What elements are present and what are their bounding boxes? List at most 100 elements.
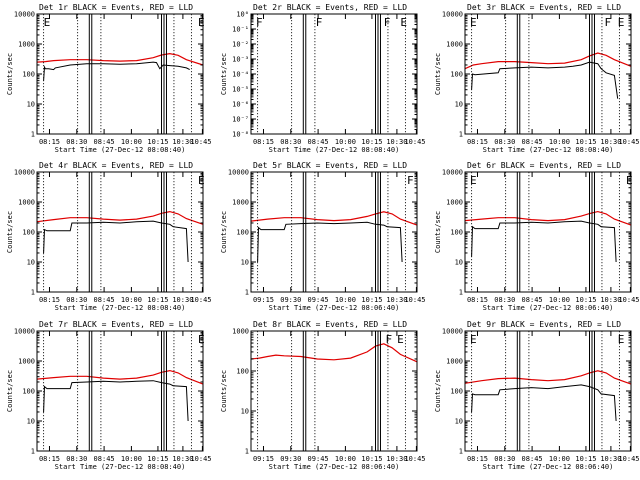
x-tick-label: 10:00 <box>335 138 356 146</box>
series-lld-line <box>464 52 632 70</box>
x-tick-label: 10:30 <box>386 138 407 146</box>
x-tick-label: 10:00 <box>335 296 356 304</box>
y-tick-label: 10⁻⁴ <box>232 71 249 79</box>
flag-label: E <box>470 16 477 29</box>
x-tick-label: 10:45 <box>618 455 639 463</box>
y-tick-label: 100 <box>450 71 463 79</box>
flag-label: E <box>470 333 477 346</box>
y-tick-label: 1 <box>245 448 249 456</box>
x-tick-label: 08:15 <box>39 138 60 146</box>
panel-title: Det 4r BLACK = Events, RED = LLD <box>39 161 193 170</box>
x-tick-label: 10:15 <box>575 455 596 463</box>
panel-7: Det 7r BLACK = Events, RED = LLD E 1 10 100 1… <box>6 320 212 471</box>
x-tick-label: 08:15 <box>39 455 60 463</box>
panel-title: Det 5r BLACK = Events, RED = LLD <box>253 161 407 170</box>
x-tick-label: 08:15 <box>39 296 60 304</box>
flag-label: F <box>316 16 323 29</box>
y-tick-label: 100 <box>236 368 249 376</box>
y-axis-label: Counts/sec <box>220 211 228 253</box>
x-tick-label: 08:30 <box>66 138 87 146</box>
x-tick-label: 08:30 <box>66 455 87 463</box>
x-axis-label: Start Time (27-Dec-12 08:06:40) <box>269 463 400 471</box>
series-events-line <box>43 380 189 422</box>
flag-label: E <box>470 174 477 187</box>
x-tick-label: 08:45 <box>522 138 543 146</box>
panel-1: Det 1r BLACK = Events, RED = LLD E E 1 10 100… <box>6 3 212 154</box>
y-tick-label: 10000 <box>14 328 35 336</box>
x-tick-label: 08:30 <box>494 296 515 304</box>
y-tick-label: 10⁻¹ <box>232 26 249 34</box>
y-tick-label: 100 <box>22 229 35 237</box>
flag-label: E <box>198 333 205 346</box>
y-tick-label: 10 <box>27 259 35 267</box>
x-axis-label: Start Time (27-Dec-12 08:06:40) <box>269 304 400 312</box>
x-axis-label: Start Time (27-Dec-12 08:08:40) <box>269 146 400 154</box>
y-tick-label: 100 <box>450 388 463 396</box>
x-tick-label: 08:45 <box>522 455 543 463</box>
plot-frame <box>464 171 632 293</box>
y-tick-label: 10000 <box>14 11 35 19</box>
x-tick-label: 10:45 <box>190 138 211 146</box>
y-tick-label: 10000 <box>442 11 463 19</box>
y-tick-label: 1 <box>245 289 249 297</box>
panel-title: Det 3r BLACK = Events, RED = LLD <box>467 3 621 12</box>
panel-title: Det 1r BLACK = Events, RED = LLD <box>39 3 193 12</box>
y-axis-label: Counts/sec <box>434 53 442 95</box>
x-axis-label: Start Time (27-Dec-12 08:06:40) <box>483 463 614 471</box>
plot-frame <box>250 13 418 135</box>
x-tick-label: 09:30 <box>280 296 301 304</box>
panel-4: Det 4r BLACK = Events, RED = LLD E 1 10 100 1… <box>6 161 212 312</box>
y-tick-label: 1000 <box>446 199 463 207</box>
x-tick-label: 08:15 <box>467 138 488 146</box>
y-tick-label: 1 <box>459 289 463 297</box>
y-axis-label: Counts/sec <box>434 370 442 412</box>
x-axis-label: Start Time (27-Dec-12 08:06:40) <box>483 304 614 312</box>
x-tick-label: 10:00 <box>335 455 356 463</box>
y-tick-label: 1 <box>459 131 463 139</box>
x-tick-label: 09:15 <box>253 296 274 304</box>
x-tick-label: 10:30 <box>600 296 621 304</box>
x-tick-label: 10:30 <box>172 138 193 146</box>
y-tick-label: 10 <box>241 408 249 416</box>
flag-label: F <box>604 16 611 29</box>
y-tick-label: 10⁻² <box>232 41 249 49</box>
x-tick-label: 08:15 <box>253 138 274 146</box>
y-tick-label: 10⁻⁶ <box>232 101 249 109</box>
x-tick-label: 08:30 <box>494 455 515 463</box>
x-tick-label: 09:45 <box>308 296 329 304</box>
x-tick-label: 10:30 <box>600 455 621 463</box>
series-lld-line <box>250 343 418 363</box>
y-axis-label: Counts/sec <box>6 370 14 412</box>
x-tick-label: 08:45 <box>308 138 329 146</box>
y-tick-label: 1 <box>31 289 35 297</box>
x-axis-label: Start Time (27-Dec-12 08:08:40) <box>55 463 186 471</box>
y-tick-label: 10⁻³ <box>232 56 249 64</box>
panel-title: Det 6r BLACK = Events, RED = LLD <box>467 161 621 170</box>
y-tick-label: 10000 <box>442 169 463 177</box>
plot-frame <box>464 13 632 135</box>
x-tick-label: 10:30 <box>386 455 407 463</box>
x-tick-label: 10:45 <box>618 296 639 304</box>
series-lld-line <box>36 369 204 385</box>
y-tick-label: 1000 <box>18 358 35 366</box>
x-axis-label: Start Time (27-Dec-12 08:08:40) <box>55 146 186 154</box>
y-tick-label: 1000 <box>18 199 35 207</box>
y-tick-label: 1 <box>459 448 463 456</box>
x-tick-label: 10:45 <box>190 296 211 304</box>
y-tick-label: 10 <box>241 259 249 267</box>
panel-title: Det 9r BLACK = Events, RED = LLD <box>467 320 621 329</box>
y-tick-label: 10 <box>27 418 35 426</box>
x-tick-label: 08:45 <box>94 296 115 304</box>
y-tick-label: 10 <box>455 418 463 426</box>
x-tick-label: 10:15 <box>575 138 596 146</box>
x-tick-label: 10:45 <box>618 138 639 146</box>
x-tick-label: 10:30 <box>600 138 621 146</box>
x-tick-label: 09:45 <box>308 455 329 463</box>
series-lld-line <box>464 370 632 385</box>
y-tick-label: 10⁰ <box>236 11 249 19</box>
y-tick-label: 1000 <box>232 199 249 207</box>
x-tick-label: 10:15 <box>147 455 168 463</box>
flag-label: E <box>626 174 633 187</box>
